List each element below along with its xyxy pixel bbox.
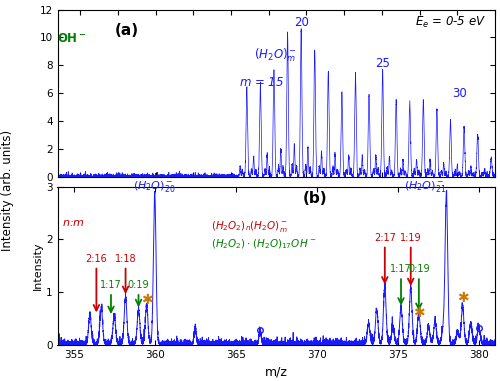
Text: 2:17: 2:17 xyxy=(374,232,396,243)
Y-axis label: Intensity: Intensity xyxy=(33,242,43,290)
Text: $n$:$m$: $n$:$m$ xyxy=(62,218,85,228)
Text: ✱: ✱ xyxy=(141,293,152,307)
Text: (a): (a) xyxy=(114,23,138,38)
Text: 1:17: 1:17 xyxy=(100,280,122,290)
Text: ✱: ✱ xyxy=(413,306,424,320)
Text: 1:19: 1:19 xyxy=(400,232,421,243)
Text: 2:16: 2:16 xyxy=(86,254,108,264)
Text: $E_e$ = 0-5 eV: $E_e$ = 0-5 eV xyxy=(415,14,486,30)
Text: 25: 25 xyxy=(375,57,390,70)
Text: 0:19: 0:19 xyxy=(408,264,430,274)
X-axis label: m/z: m/z xyxy=(265,365,287,378)
Text: Intensity (arb. units): Intensity (arb. units) xyxy=(1,130,14,251)
Text: $(H_2O)_{21}^-$: $(H_2O)_{21}^-$ xyxy=(404,179,446,194)
Text: 0:19: 0:19 xyxy=(128,280,150,290)
Text: $(H_2O_2)_n(H_2O)_m^-$: $(H_2O_2)_n(H_2O)_m^-$ xyxy=(212,219,288,234)
Text: 20: 20 xyxy=(294,16,308,29)
Text: $(H_2O_2)\cdot(H_2O)_{17}OH^-$: $(H_2O_2)\cdot(H_2O)_{17}OH^-$ xyxy=(212,237,317,251)
Text: $\mathbf{OH^-}$: $\mathbf{OH^-}$ xyxy=(56,32,86,45)
Text: $(H_2O)_{20}^-$: $(H_2O)_{20}^-$ xyxy=(134,179,176,194)
Text: 30: 30 xyxy=(452,87,467,100)
Text: 1:18: 1:18 xyxy=(114,254,136,264)
Text: 1:17: 1:17 xyxy=(390,264,412,274)
Text: (b): (b) xyxy=(302,191,327,207)
Text: $(H_2O)_m^-$: $(H_2O)_m^-$ xyxy=(254,46,296,64)
Text: $m$ = 15: $m$ = 15 xyxy=(240,76,284,90)
Text: ✱: ✱ xyxy=(457,291,468,305)
